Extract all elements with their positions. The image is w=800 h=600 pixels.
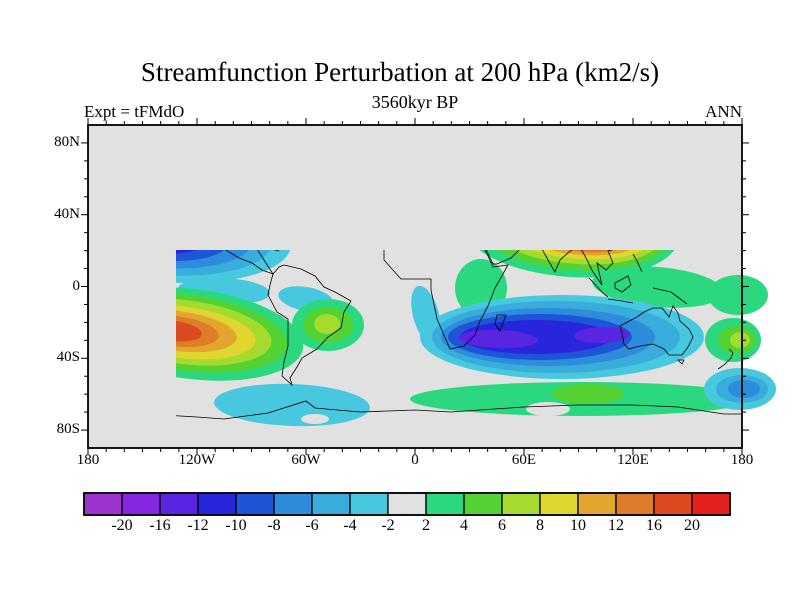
chart-subtitle: 3560kyr BP — [371, 92, 459, 112]
axis-ticks — [81, 118, 749, 455]
x-axis-label-0: 0 — [411, 452, 419, 468]
y-axis-label-80N: 80N — [54, 133, 80, 150]
colorbar-label--2: -2 — [381, 517, 395, 534]
colorbar-segment — [83, 492, 123, 516]
colorbar-label-6: 6 — [498, 517, 506, 534]
colorbar — [83, 492, 731, 516]
colorbar-segment — [349, 492, 389, 516]
x-axis-label-60W: 60W — [291, 452, 321, 468]
chart-title: Streamfunction Perturbation at 200 hPa (… — [140, 57, 660, 87]
colorbar-label-4: 4 — [460, 517, 468, 534]
x-axis-label-120W: 120W — [178, 452, 216, 468]
colorbar-segment — [653, 492, 693, 516]
experiment-label: Expt = tFMdO — [84, 102, 185, 121]
colorbar-segment — [235, 492, 275, 516]
colorbar-segment — [311, 492, 351, 516]
colorbar-label--16: -16 — [149, 517, 171, 534]
colorbar-label-16: 16 — [646, 517, 662, 534]
colorbar-segment — [615, 492, 655, 516]
y-axis-label-40N: 40N — [54, 205, 80, 222]
season-label: ANN — [705, 102, 742, 121]
colorbar-segment — [197, 492, 237, 516]
x-axis-label-60E: 60E — [511, 452, 537, 468]
colorbar-label--10: -10 — [225, 517, 247, 534]
colorbar-segment — [387, 492, 427, 516]
colorbar-label-8: 8 — [536, 517, 544, 534]
x-axis-label-180: 180 — [730, 452, 754, 468]
colorbar-segment — [273, 492, 313, 516]
y-axis-label-0: 0 — [72, 277, 81, 294]
colorbar-label--12: -12 — [187, 517, 209, 534]
x-axis-label-120E: 120E — [617, 452, 649, 468]
colorbar-label-10: 10 — [570, 517, 586, 534]
y-axis-label-80S: 80S — [56, 421, 80, 438]
colorbar-segment — [425, 492, 465, 516]
colorbar-segment — [691, 492, 731, 516]
colorbar-segment — [577, 492, 617, 516]
colorbar-label-12: 12 — [608, 517, 624, 534]
colorbar-label-2: 2 — [422, 517, 430, 534]
coastlines — [176, 250, 742, 420]
colorbar-label-20: 20 — [684, 517, 700, 534]
x-axis-label-180: 180 — [76, 452, 100, 468]
colorbar-segment — [121, 492, 161, 516]
colorbar-label--6: -6 — [305, 517, 319, 534]
colorbar-segment — [159, 492, 199, 516]
colorbar-segment — [463, 492, 503, 516]
colorbar-segment — [539, 492, 579, 516]
contour-fills — [176, 250, 776, 427]
colorbar-segment — [501, 492, 541, 516]
y-axis-label-40S: 40S — [56, 349, 80, 366]
colorbar-label--8: -8 — [267, 517, 281, 534]
colorbar-label--20: -20 — [111, 517, 133, 534]
colorbar-border — [83, 492, 731, 516]
colorbar-label--4: -4 — [343, 517, 357, 534]
